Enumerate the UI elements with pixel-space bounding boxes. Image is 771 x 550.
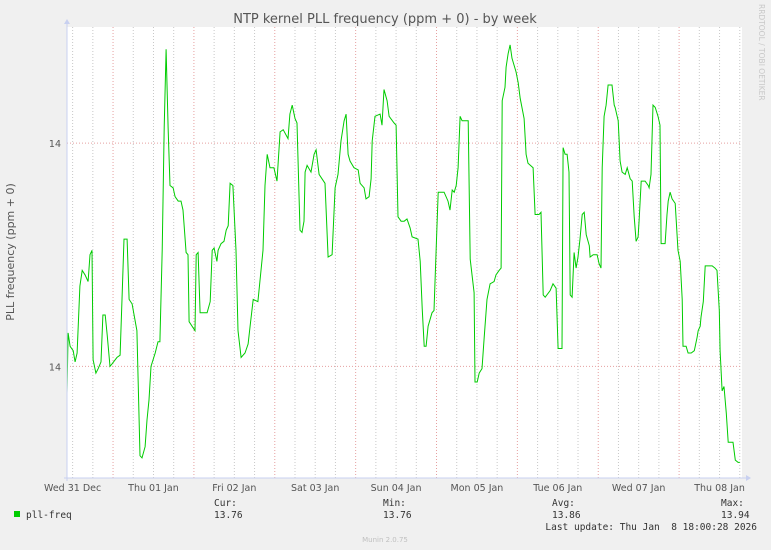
x-tick-label: Sun 04 Jan	[371, 483, 422, 494]
rrdtool-watermark: RRDTOOL / TOBI OETIKER	[757, 4, 766, 101]
x-tick-label: Sat 03 Jan	[291, 483, 339, 494]
y-ticks: 14 14	[49, 139, 61, 373]
legend-avg-value: 13.86	[552, 510, 581, 521]
x-ticks: Wed 31 Dec Thu 01 Jan Fri 02 Jan Sat 03 Jan…	[44, 483, 745, 494]
plot-area	[67, 27, 742, 478]
last-update: Last update: Thu Jan 8 18:00:28 2026	[545, 522, 757, 533]
y-axis-label: PLL frequency (ppm + 0)	[4, 183, 17, 321]
legend: pll-freq Cur: 13.76 Min: 13.76 Avg: 13.8…	[14, 498, 757, 533]
y-axis-arrow-icon	[64, 19, 70, 24]
x-tick-label: Wed 07 Jan	[612, 483, 665, 494]
x-tick-label: Thu 01 Jan	[127, 483, 179, 494]
y-tick-label: 14	[49, 139, 61, 150]
legend-max-value: 13.94	[721, 510, 750, 521]
legend-cur-value: 13.76	[214, 510, 243, 521]
chart-title: NTP kernel PLL frequency (ppm + 0) - by …	[233, 12, 537, 27]
legend-series-name: pll-freq	[26, 510, 72, 521]
munin-version: Munin 2.0.75	[362, 536, 408, 544]
y-tick-label: 14	[49, 362, 61, 373]
x-tick-label: Wed 31 Dec	[44, 483, 101, 494]
x-tick-label: Thu 08 Jan	[693, 483, 745, 494]
x-tick-label: Fri 02 Jan	[212, 483, 256, 494]
legend-min-label: Min:	[383, 498, 406, 509]
axes	[64, 19, 751, 481]
x-tick-label: Mon 05 Jan	[451, 483, 504, 494]
legend-swatch	[14, 511, 20, 517]
x-tick-label: Tue 06 Jan	[532, 483, 582, 494]
x-axis-arrow-icon	[746, 475, 751, 481]
series-line-pll-freq	[66, 44, 740, 463]
legend-avg-label: Avg:	[552, 498, 575, 509]
grid	[67, 27, 742, 478]
legend-max-label: Max:	[721, 498, 744, 509]
legend-min-value: 13.76	[383, 510, 412, 521]
legend-cur-label: Cur:	[214, 498, 237, 509]
